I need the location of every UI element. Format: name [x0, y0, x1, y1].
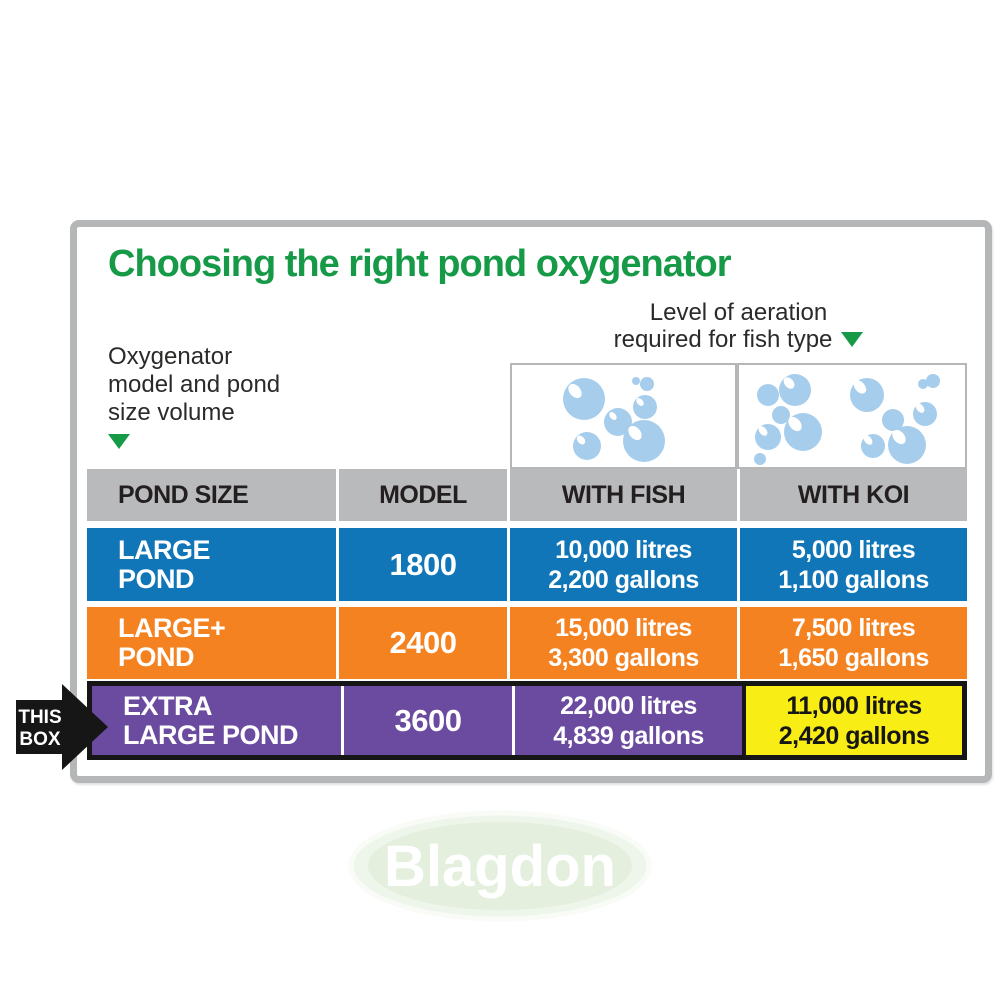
with-fish-cell: 15,000 litres 3,300 gallons: [510, 607, 737, 679]
table-header-row: POND SIZE MODEL WITH FISH WITH KOI: [87, 469, 967, 521]
column-divider: [737, 528, 740, 601]
callout-text-line2: BOX: [19, 729, 61, 750]
gallons-value: 1,650 gallons: [778, 644, 929, 672]
this-box-callout: THIS BOX: [16, 684, 108, 770]
model-number: 1800: [389, 546, 457, 582]
with-koi-cell: 7,500 litres 1,650 gallons: [740, 607, 967, 679]
pond-size-line1: LARGE: [118, 534, 211, 565]
header-with-koi: WITH KOI: [740, 469, 967, 521]
model-cell: 2400: [339, 607, 507, 679]
bubbles-few-icon: [563, 377, 665, 462]
column-divider: [336, 469, 339, 521]
table-row-large-pond: LARGE POND 1800 10,000 litres 2,200 gall…: [87, 528, 967, 601]
aeration-label-line2: required for fish type: [613, 326, 833, 353]
with-fish-cell: 10,000 litres 2,200 gallons: [510, 528, 737, 601]
model-volume-label: Oxygenator model and pond size volume: [108, 343, 280, 456]
header-label: WITH FISH: [561, 480, 686, 509]
pond-size-line2: LARGE POND: [123, 719, 299, 750]
header-model: MODEL: [339, 469, 507, 521]
litres-value: 10,000 litres: [555, 535, 692, 564]
aeration-label: Level of aeration required for fish type: [510, 299, 967, 353]
gallons-value: 4,839 gallons: [553, 721, 704, 750]
pond-size-cell: LARGE POND: [87, 528, 336, 601]
litres-value: 22,000 litres: [560, 691, 697, 720]
column-divider: [737, 607, 740, 679]
with-koi-bubble-box: [737, 363, 967, 469]
pond-size-cell: EXTRA LARGE POND: [92, 686, 341, 755]
gallons-value: 2,200 gallons: [548, 565, 699, 594]
bubbles-many-icon: [754, 374, 940, 465]
info-board: Choosing the right pond oxygenator Level…: [70, 220, 992, 783]
column-divider: [512, 686, 515, 755]
with-koi-cell: 5,000 litres 1,100 gallons: [740, 528, 967, 601]
litres-value: 7,500 litres: [791, 614, 916, 642]
model-number: 2400: [389, 625, 457, 660]
gallons-value: 2,420 gallons: [778, 721, 930, 750]
page-title: Choosing the right pond oxygenator: [108, 243, 732, 285]
model-number: 3600: [394, 702, 462, 738]
column-divider: [507, 528, 510, 601]
with-fish-cell: 22,000 litres 4,839 gallons: [515, 686, 742, 755]
column-divider: [336, 528, 339, 601]
column-divider: [336, 607, 339, 679]
header-pond-size: POND SIZE: [87, 469, 336, 521]
pond-size-line1: EXTRA: [123, 690, 213, 721]
gallons-value: 3,300 gallons: [548, 644, 699, 672]
header-with-fish: WITH FISH: [510, 469, 737, 521]
pond-size-line1: LARGE+: [118, 613, 226, 643]
header-label: POND SIZE: [118, 480, 249, 509]
table-row-extra-large-pond: EXTRA LARGE POND 3600 22,000 litres 4,83…: [87, 681, 967, 760]
triangle-down-icon: [841, 332, 864, 347]
model-label-line3: size volume: [108, 399, 235, 426]
with-koi-highlight-cell: 11,000 litres 2,420 gallons: [746, 686, 962, 755]
triangle-down-icon: [108, 434, 130, 449]
callout-text-line1: THIS: [18, 707, 61, 728]
column-divider-black: [742, 686, 746, 755]
litres-value: 15,000 litres: [555, 614, 692, 642]
model-cell: 3600: [344, 686, 512, 755]
brand-logo-text: Blagdon: [384, 834, 616, 899]
with-fish-bubble-box: [510, 363, 737, 469]
arrow-right-icon: THIS BOX: [16, 684, 108, 770]
pond-size-line2: POND: [118, 563, 195, 594]
column-divider: [737, 469, 740, 521]
column-divider: [507, 469, 510, 521]
brand-logo: Blagdon: [348, 810, 652, 922]
model-label-line2: model and pond: [108, 371, 281, 398]
litres-value: 11,000 litres: [786, 691, 922, 720]
pond-size-line2: POND: [118, 642, 195, 672]
column-divider: [507, 607, 510, 679]
blagdon-logo: Blagdon: [348, 810, 652, 922]
column-divider: [341, 686, 344, 755]
header-label: WITH KOI: [797, 480, 910, 509]
aeration-label-line2-wrap: required for fish type: [510, 326, 967, 353]
model-label-line1: Oxygenator: [108, 343, 233, 370]
header-label: MODEL: [379, 480, 467, 509]
gallons-value: 1,100 gallons: [778, 565, 929, 594]
aeration-label-line1: Level of aeration: [649, 299, 828, 326]
model-cell: 1800: [339, 528, 507, 601]
table-row-large-plus-pond: LARGE+ POND 2400 15,000 litres 3,300 gal…: [87, 607, 967, 679]
litres-value: 5,000 litres: [791, 535, 916, 564]
pond-size-cell: LARGE+ POND: [87, 607, 336, 679]
